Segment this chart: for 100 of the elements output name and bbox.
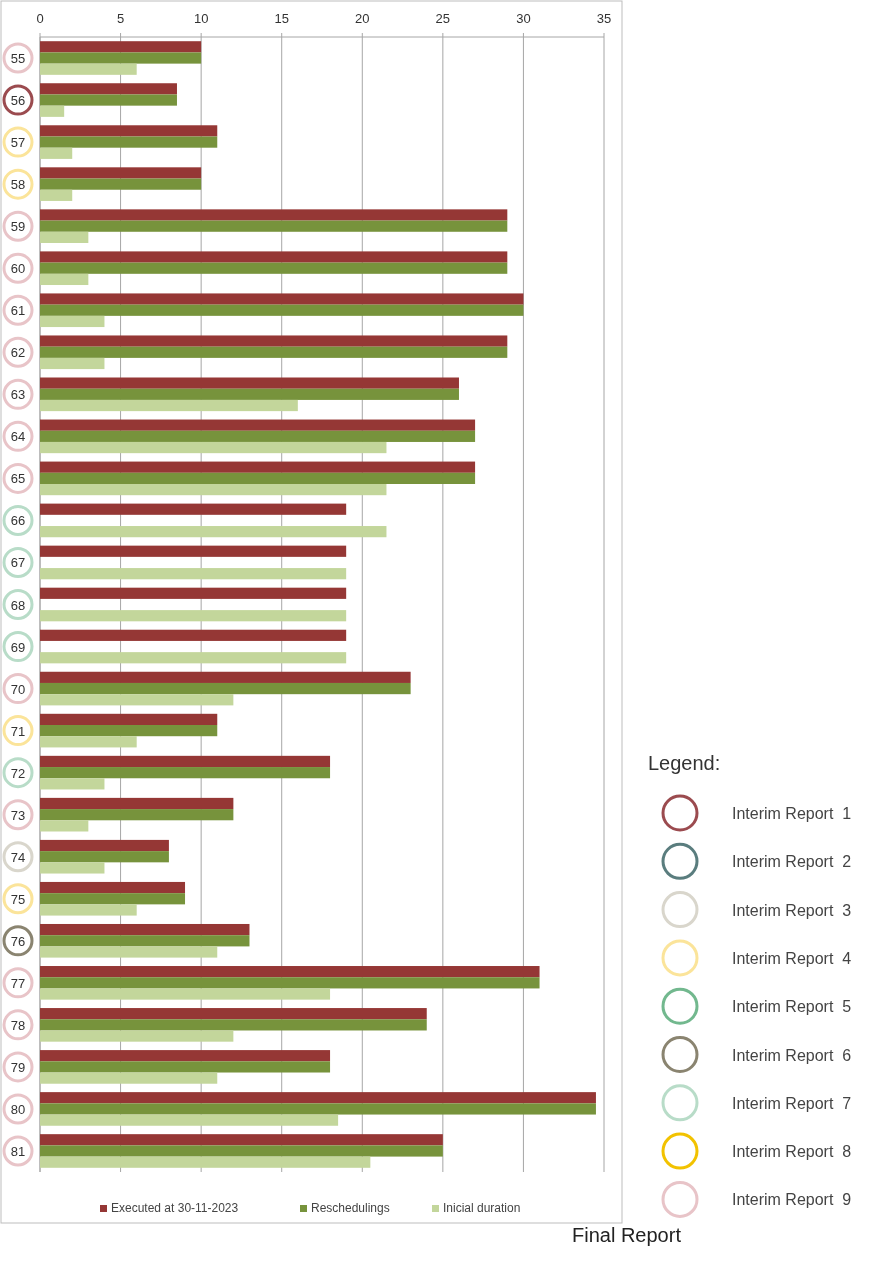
text: Interim Report 2	[732, 853, 852, 871]
bar	[40, 988, 331, 1000]
y-tick-label: 56	[10, 93, 26, 109]
bar	[40, 767, 331, 779]
bar	[40, 893, 186, 905]
bar	[40, 736, 137, 748]
y-tick-label: 76	[10, 933, 26, 949]
bar	[40, 315, 105, 328]
bar	[40, 125, 218, 137]
bar	[40, 189, 73, 201]
text: Interim Report 4	[732, 949, 852, 967]
bar	[40, 694, 234, 706]
bar	[40, 52, 202, 64]
bar	[40, 1092, 596, 1104]
x-tick-label: 5	[116, 11, 125, 26]
bar	[40, 629, 347, 641]
x-tick-label: 35	[596, 11, 612, 26]
x-tick-label: 30	[516, 11, 531, 26]
bar	[40, 335, 508, 347]
bar	[40, 755, 331, 768]
bar	[40, 568, 347, 580]
bar	[40, 220, 508, 232]
bar	[40, 1072, 218, 1084]
legend-label: Reschedulings	[311, 1201, 390, 1215]
y-tick-label: 65	[10, 471, 26, 487]
bar	[40, 105, 65, 117]
bar	[40, 851, 169, 863]
text: Legend:	[648, 752, 721, 774]
text: Interim Report 3	[732, 901, 852, 919]
y-tick-label: 80	[10, 1101, 26, 1117]
x-tick-label: 20	[355, 11, 370, 26]
y-tick-label: 55	[10, 51, 26, 67]
bar	[40, 587, 347, 599]
bar	[40, 178, 202, 190]
bar	[40, 63, 137, 75]
bar	[40, 526, 387, 538]
y-tick-label: 73	[10, 807, 26, 823]
y-tick-label: 81	[10, 1143, 26, 1159]
y-tick-label: 68	[10, 597, 26, 613]
bar	[40, 1061, 331, 1073]
y-tick-label: 67	[10, 555, 26, 571]
x-tick-label: 0	[36, 11, 44, 26]
bar	[40, 713, 218, 726]
bar	[40, 251, 508, 263]
text: Interim Report 6	[732, 1046, 852, 1064]
bar	[40, 797, 234, 810]
y-tick-label: 75	[10, 891, 26, 907]
y-tick-label: 58	[10, 177, 26, 193]
bar	[40, 441, 387, 454]
bar	[40, 377, 459, 389]
bar	[40, 923, 250, 936]
bar	[40, 652, 347, 664]
bar	[40, 881, 186, 894]
y-tick-label: 61	[10, 303, 26, 319]
y-tick-label: 66	[10, 513, 26, 529]
bar	[40, 94, 177, 106]
y-tick-label: 71	[10, 723, 26, 739]
bar	[40, 1008, 427, 1020]
bar	[40, 671, 411, 683]
y-tick-label: 57	[10, 135, 26, 151]
bar	[40, 545, 347, 557]
bar	[40, 136, 218, 148]
bar	[40, 725, 218, 737]
bar	[40, 419, 476, 431]
bar	[40, 503, 347, 515]
y-tick-label: 72	[10, 765, 26, 781]
y-tick-label: 74	[10, 849, 26, 865]
x-tick-label: 25	[435, 11, 451, 26]
x-tick-label: 15	[274, 11, 289, 26]
y-tick-label: 62	[10, 345, 26, 361]
bar	[40, 935, 250, 947]
bar	[40, 483, 387, 496]
bar	[40, 388, 459, 400]
text: Interim Report 8	[732, 1143, 852, 1161]
y-tick-label: 79	[10, 1059, 26, 1075]
bar	[40, 820, 89, 832]
y-tick-label: 69	[10, 639, 26, 655]
y-tick-label: 63	[10, 387, 26, 403]
bar	[40, 430, 476, 442]
bar	[40, 209, 508, 221]
bar	[40, 1134, 443, 1146]
bar	[40, 778, 105, 790]
bar	[40, 262, 508, 274]
text: Interim Report 9	[732, 1191, 852, 1209]
y-tick-label: 59	[10, 219, 26, 235]
bar	[40, 399, 298, 412]
bar	[40, 809, 234, 821]
bar	[40, 357, 105, 370]
bar	[40, 682, 411, 695]
x-tick-label: 10	[193, 11, 209, 26]
bar	[40, 293, 524, 305]
bar	[40, 472, 476, 484]
bar	[40, 1030, 234, 1042]
y-tick-label: 78	[10, 1017, 26, 1033]
legend-label: Inicial duration	[443, 1201, 521, 1215]
legend-label: Executed at 30-11-2023	[111, 1201, 239, 1215]
bar	[40, 946, 218, 958]
bar	[40, 1145, 443, 1157]
y-tick-label: 77	[10, 975, 26, 991]
bar	[40, 167, 202, 179]
